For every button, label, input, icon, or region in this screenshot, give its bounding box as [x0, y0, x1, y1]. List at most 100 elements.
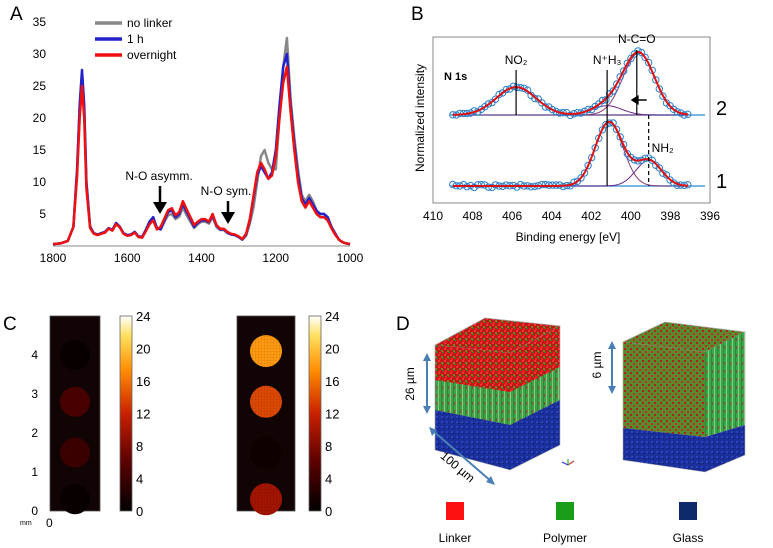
a-series-line-no-linker [52, 36, 351, 246]
c-spot-texture [60, 386, 90, 417]
a-y-tick-label: 15 [33, 143, 47, 157]
a-y-tick-label: 10 [33, 175, 47, 189]
a-y-tick-label: 20 [33, 111, 47, 125]
b-data-point [612, 125, 621, 134]
b-peak-label-nco: N-C=O [618, 32, 656, 46]
b-data-point [484, 100, 493, 108]
b-data-point [566, 111, 574, 120]
c-spot-texture [60, 437, 90, 468]
c-spot-texture [60, 484, 90, 515]
c-colorbar-tick-label: 20 [325, 342, 339, 357]
a-legend-label: no linker [127, 16, 172, 30]
c-colorbar-tick-label: 4 [325, 472, 332, 487]
b-data-point [491, 95, 500, 103]
c-colorbar-tick-label: 16 [325, 374, 339, 389]
b-data-point [577, 174, 585, 182]
b-data-point [598, 126, 607, 134]
b-data-point [449, 180, 457, 189]
ir-spectrum-chart: 1800 1600 1400 1200 1000 5 10 15 20 25 30 35 no li… [33, 15, 364, 265]
c-colorbar-tick-label: 0 [136, 504, 143, 519]
a-annotation-arrowhead [221, 212, 235, 224]
b-data-point [616, 133, 624, 141]
b-data-point [495, 90, 503, 99]
b-data-point [516, 180, 525, 189]
b-data-point [620, 67, 628, 75]
b-plot-frame [432, 36, 711, 204]
a-annotations: N-O asymm. N-O sym. [125, 169, 251, 224]
b-data-point [655, 164, 663, 172]
b-data-point [623, 59, 631, 67]
c-axis-unit: mm [20, 520, 32, 527]
a-series-lines [52, 36, 351, 246]
3d-cubes: 26 µm 100 µm 6 µm Linker Polymer Glass [403, 317, 747, 545]
axes-gizmo-icon [561, 459, 575, 466]
b-peak-label-nh3: N⁺H₃ [593, 53, 622, 67]
cube-right-front-face-polymer [623, 342, 705, 437]
c-colorbar-tick-label: 20 [136, 342, 150, 357]
cube-right: 6 µm [590, 321, 747, 473]
d-legend: Linker Polymer Glass [439, 502, 704, 545]
a-annotation-label: N-O sym. [201, 184, 252, 198]
a-series-line-1-h [52, 52, 351, 246]
b-data-point [673, 108, 681, 116]
d-legend-label: Glass [673, 531, 704, 545]
cube-right-side-face-polymer [705, 332, 745, 437]
cube-right-side-face-glass [705, 425, 745, 472]
b-data-point [538, 180, 546, 189]
c-y-tick-labels: 0 1 2 3 4 [31, 348, 38, 518]
c-colorbar-tick-label: 24 [136, 309, 150, 324]
a-legend: no linker 1 h overnight [95, 16, 177, 62]
b-data-point [541, 180, 550, 189]
b-data-point [491, 181, 500, 189]
c-y-tick-label: 2 [31, 426, 38, 440]
a-x-tick-label: 1600 [114, 251, 141, 265]
b-data-point [655, 85, 663, 93]
b-data-point [662, 171, 671, 179]
b-x-tick-label: 400 [621, 209, 641, 223]
a-series-line-overnight [52, 65, 351, 246]
b-peak-label-no2: NO₂ [505, 53, 528, 67]
d-legend-swatch-linker [446, 502, 464, 520]
a-x-tick-label: 1000 [337, 251, 364, 265]
b-data-point [634, 47, 642, 55]
cube-left-height-label: 26 µm [403, 367, 417, 401]
b-shift-arrowhead [630, 95, 639, 105]
panel-letter-b: B [411, 4, 424, 25]
b-x-tick-label: 404 [542, 209, 562, 223]
b-data-point [641, 53, 649, 61]
c-colorbar-tick-label: 24 [325, 309, 339, 324]
b-data-point [620, 140, 628, 149]
b-data-point [659, 92, 667, 100]
c-colorbar-right [308, 315, 322, 512]
b-data-point [616, 73, 624, 81]
a-y-tick-labels: 5 10 15 20 25 30 35 [33, 15, 47, 221]
a-x-tick-labels: 1800 1600 1400 1200 1000 [40, 251, 364, 265]
c-colorbar-tick-label: 12 [136, 407, 150, 422]
b-series-label: 2 [716, 98, 727, 120]
b-x-axis-label: Binding energy [eV] [516, 230, 621, 244]
panel-letter-d: D [396, 314, 410, 335]
c-map-left [49, 315, 101, 515]
c-spot-texture [250, 483, 282, 516]
c-y-tick-label: 3 [31, 387, 38, 401]
cube-left: 26 µm 100 µm [403, 317, 575, 485]
a-y-tick-label: 25 [33, 79, 47, 93]
c-colorbar-tick-labels: 0 4 8 12 16 20 24 0 4 8 12 16 20 24 [136, 309, 339, 519]
b-x-tick-label: 410 [423, 209, 443, 223]
b-x-tick-label: 406 [502, 209, 522, 223]
b-data-point [484, 183, 493, 191]
b-series-label: 1 [716, 171, 727, 193]
d-legend-swatch-glass [679, 502, 697, 520]
b-data-point [474, 181, 482, 189]
c-spot-texture [250, 385, 282, 418]
b-x-tick-label: 402 [581, 209, 601, 223]
a-y-tick-label: 35 [33, 15, 47, 29]
b-peak-label-nh2: NH₂ [652, 141, 674, 155]
c-map-right [236, 315, 296, 516]
c-colorbar-tick-label: 0 [325, 504, 332, 519]
b-data-point [627, 54, 635, 63]
c-colorbar-tick-label: 12 [325, 407, 339, 422]
b-data-point [659, 169, 667, 177]
c-colorbar-left [119, 315, 133, 512]
